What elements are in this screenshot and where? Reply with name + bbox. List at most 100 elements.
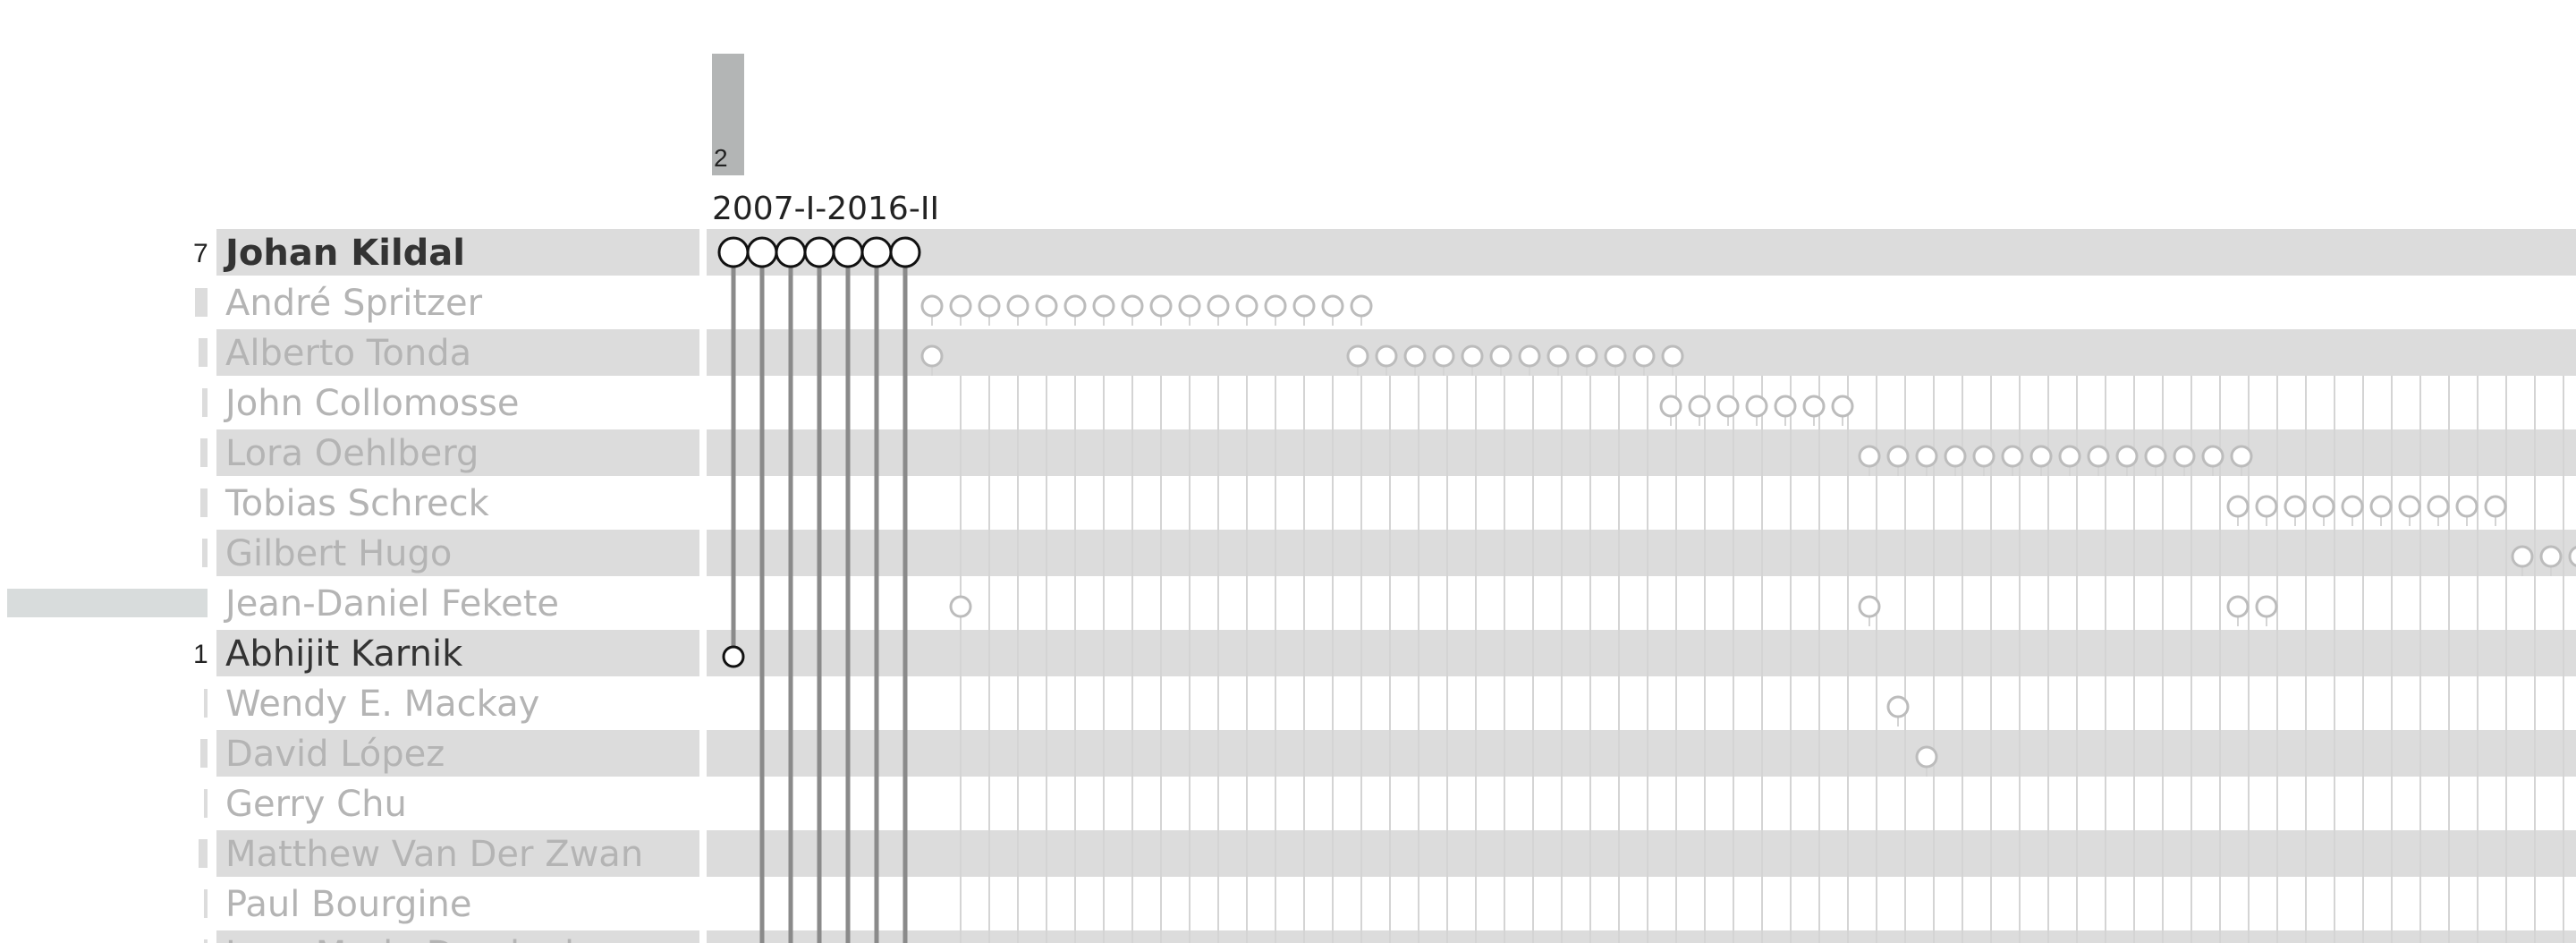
faded-publication-node[interactable]	[2255, 495, 2278, 518]
faded-publication-node[interactable]	[2173, 445, 2196, 468]
faded-publication-node[interactable]	[1346, 344, 1369, 368]
faded-publication-node[interactable]	[2427, 495, 2450, 518]
faded-publication-node[interactable]	[1207, 294, 1230, 318]
faded-publication-node[interactable]	[949, 294, 972, 318]
faded-publication-node[interactable]	[1518, 344, 1541, 368]
faded-publication-node[interactable]	[2312, 495, 2335, 518]
faded-publication-node[interactable]	[1972, 445, 1996, 468]
author-name[interactable]: Wendy E. Mackay	[225, 684, 539, 725]
faded-publication-node[interactable]	[1774, 395, 1797, 418]
publication-node[interactable]	[722, 645, 745, 668]
faded-publication-node[interactable]	[1688, 395, 1711, 418]
faded-publication-node[interactable]	[1321, 294, 1344, 318]
faded-publication-node[interactable]	[2201, 445, 2224, 468]
faded-publication-node[interactable]	[1915, 745, 1938, 769]
faded-publication-node[interactable]	[1604, 344, 1627, 368]
faded-publication-node[interactable]	[1831, 395, 1854, 418]
row-count-indicator	[200, 488, 208, 517]
faded-publication-node[interactable]	[1886, 445, 1910, 468]
faded-publication-node[interactable]	[1178, 294, 1201, 318]
faded-publication-node[interactable]	[2568, 546, 2576, 567]
publication-node[interactable]	[717, 236, 750, 268]
author-name[interactable]: Tobias Schreck	[225, 483, 490, 524]
faded-publication-node[interactable]	[2455, 495, 2479, 518]
faded-publication-node[interactable]	[1489, 344, 1513, 368]
faded-publication-node[interactable]	[1461, 344, 1484, 368]
faded-publication-node[interactable]	[1745, 395, 1768, 418]
faded-publication-node[interactable]	[2539, 545, 2563, 568]
faded-publication-node[interactable]	[920, 294, 944, 318]
faded-publication-node[interactable]	[949, 595, 972, 618]
faded-publication-node[interactable]	[1375, 344, 1398, 368]
faded-publication-node[interactable]	[2341, 495, 2364, 518]
author-name[interactable]: Abhijit Karnik	[225, 633, 463, 675]
publication-node[interactable]	[889, 236, 921, 268]
faded-publication-node[interactable]	[1149, 294, 1173, 318]
faded-publication-node[interactable]	[2398, 495, 2421, 518]
faded-publication-node[interactable]	[1292, 294, 1316, 318]
faded-publication-node[interactable]	[2230, 445, 2253, 468]
faded-publication-node[interactable]	[978, 294, 1001, 318]
faded-publication-node[interactable]	[2255, 595, 2278, 618]
faded-publication-node[interactable]	[1264, 294, 1287, 318]
faded-publication-node[interactable]	[2144, 445, 2167, 468]
faded-publication-node[interactable]	[2369, 495, 2393, 518]
faded-publication-node[interactable]	[1802, 395, 1826, 418]
faded-publication-node[interactable]	[1575, 344, 1598, 368]
publication-node[interactable]	[803, 236, 835, 268]
publication-node[interactable]	[832, 236, 864, 268]
faded-publication-node[interactable]	[1716, 395, 1740, 418]
author-name[interactable]: Paul Bourgine	[225, 884, 472, 925]
publication-node[interactable]	[746, 236, 778, 268]
faded-publication-node[interactable]	[2226, 595, 2250, 618]
faded-publication-node[interactable]	[1546, 344, 1570, 368]
faded-publication-node[interactable]	[1092, 294, 1115, 318]
faded-publication-node[interactable]	[2001, 445, 2024, 468]
publication-node[interactable]	[860, 236, 893, 268]
faded-publication-node[interactable]	[920, 344, 944, 368]
faded-publication-node[interactable]	[1035, 294, 1058, 318]
author-name[interactable]: David López	[225, 734, 445, 775]
author-name[interactable]: Jean-Daniel Fekete	[223, 583, 559, 624]
faded-publication-node[interactable]	[2087, 445, 2110, 468]
author-name[interactable]: Jean-Marie Dusriouin	[223, 934, 597, 943]
faded-publication-node[interactable]	[1063, 294, 1087, 318]
author-name[interactable]: Johan Kildal	[223, 233, 465, 274]
row-bands	[216, 229, 2576, 943]
side-highlight-bar	[7, 589, 208, 617]
faded-publication-node[interactable]	[2029, 445, 2053, 468]
faded-publication-node[interactable]	[1121, 294, 1144, 318]
faded-publication-node[interactable]	[1915, 445, 1938, 468]
faded-publication-node[interactable]	[1659, 395, 1682, 418]
author-name[interactable]: Gilbert Hugo	[225, 533, 452, 574]
author-name[interactable]: Lora Oehlberg	[225, 433, 479, 474]
author-name[interactable]: John Collomosse	[223, 383, 520, 424]
author-name[interactable]: Alberto Tonda	[225, 333, 471, 374]
faded-publication-node[interactable]	[2484, 495, 2507, 518]
faded-publication-node[interactable]	[2058, 445, 2081, 468]
faded-publication-node[interactable]	[2284, 495, 2307, 518]
faded-publication-node[interactable]	[1432, 344, 1455, 368]
faded-publication-node[interactable]	[2226, 495, 2250, 518]
faded-publication-node[interactable]	[1661, 344, 1684, 368]
faded-publication-node[interactable]	[1006, 294, 1030, 318]
author-name[interactable]: André Spritzer	[225, 283, 483, 324]
faded-publication-node[interactable]	[1858, 445, 1881, 468]
faded-publication-node[interactable]	[1944, 445, 1967, 468]
publication-node[interactable]	[775, 236, 807, 268]
row-band	[707, 530, 2576, 576]
row-band	[707, 930, 2576, 943]
faded-publication-node[interactable]	[2511, 545, 2534, 568]
column-count-bar[interactable]	[712, 54, 744, 175]
faded-publication-node[interactable]	[1886, 695, 1910, 718]
faded-publication-node[interactable]	[1350, 294, 1373, 318]
author-name[interactable]: Matthew Van Der Zwan	[225, 834, 643, 875]
faded-publication-node[interactable]	[1235, 294, 1258, 318]
faded-publication-node[interactable]	[1632, 344, 1656, 368]
faded-publication-node[interactable]	[1403, 344, 1427, 368]
row-count-indicator	[204, 939, 208, 943]
row-count-indicator	[204, 889, 208, 918]
author-name[interactable]: Gerry Chu	[225, 784, 407, 825]
faded-publication-node[interactable]	[2115, 445, 2139, 468]
faded-publication-node[interactable]	[1858, 595, 1881, 618]
